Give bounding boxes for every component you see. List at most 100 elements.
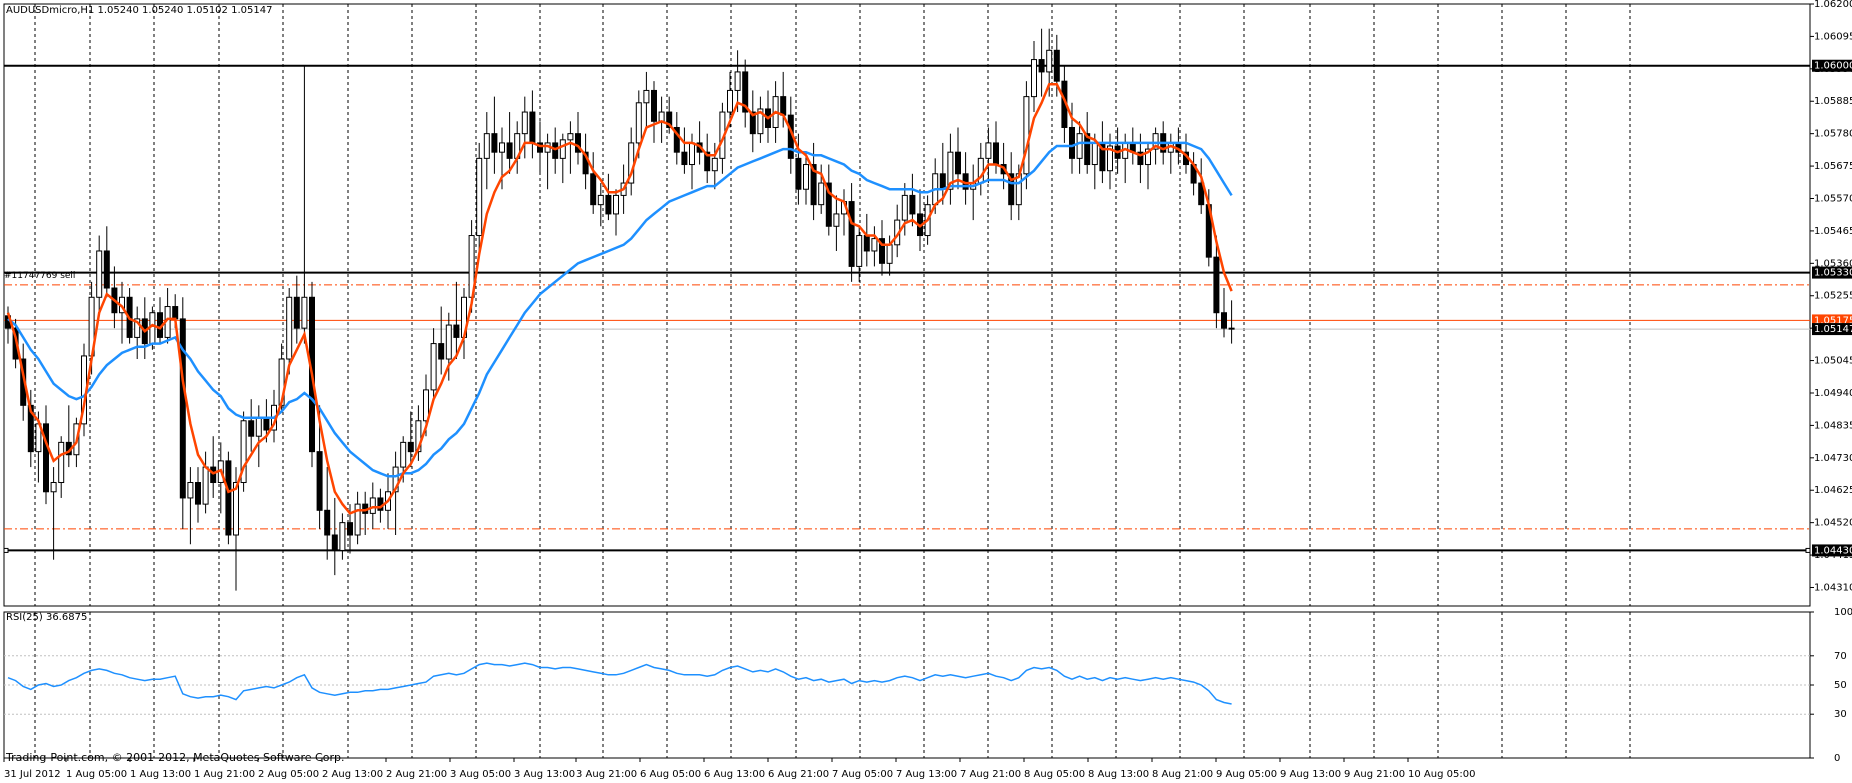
- candle[interactable]: [977, 142, 984, 196]
- candle[interactable]: [848, 183, 855, 282]
- candle[interactable]: [575, 112, 581, 165]
- candle[interactable]: [43, 405, 49, 505]
- candle[interactable]: [240, 411, 247, 492]
- candle[interactable]: [613, 189, 619, 236]
- candle[interactable]: [711, 142, 718, 190]
- horizontal-lines[interactable]: [3, 64, 1811, 553]
- candle[interactable]: [970, 164, 977, 221]
- candle[interactable]: [119, 281, 125, 344]
- candle[interactable]: [803, 152, 809, 205]
- candle[interactable]: [1213, 235, 1220, 329]
- candle[interactable]: [65, 405, 72, 468]
- candle[interactable]: [286, 288, 293, 375]
- candle[interactable]: [195, 467, 201, 523]
- candle[interactable]: [559, 133, 566, 184]
- candle[interactable]: [749, 90, 756, 153]
- candle[interactable]: [491, 96, 498, 174]
- candle[interactable]: [1122, 133, 1129, 184]
- candle[interactable]: [103, 226, 110, 298]
- candle[interactable]: [841, 189, 847, 236]
- candle[interactable]: [255, 405, 262, 468]
- candle[interactable]: [909, 173, 916, 227]
- line-handle[interactable]: [1805, 547, 1811, 553]
- candle[interactable]: [210, 436, 217, 498]
- candle[interactable]: [339, 513, 346, 560]
- candle[interactable]: [871, 226, 878, 267]
- candle[interactable]: [392, 451, 399, 535]
- candle[interactable]: [407, 411, 414, 468]
- candle[interactable]: [461, 288, 467, 360]
- candle[interactable]: [1069, 102, 1075, 174]
- candle[interactable]: [666, 96, 673, 134]
- candle[interactable]: [1198, 158, 1205, 214]
- candle[interactable]: [605, 173, 612, 221]
- candle[interactable]: [301, 65, 308, 344]
- candle[interactable]: [757, 96, 764, 143]
- candle[interactable]: [537, 121, 543, 174]
- candle[interactable]: [1023, 81, 1030, 190]
- candle[interactable]: [293, 275, 300, 344]
- candle[interactable]: [1221, 288, 1227, 338]
- candle[interactable]: [947, 133, 954, 205]
- candle[interactable]: [962, 152, 969, 205]
- candle[interactable]: [704, 133, 711, 184]
- candle[interactable]: [643, 71, 650, 128]
- candle[interactable]: [134, 306, 141, 360]
- candle[interactable]: [225, 451, 232, 545]
- candle[interactable]: [879, 220, 885, 276]
- candle[interactable]: [628, 127, 635, 196]
- candle[interactable]: [567, 121, 574, 174]
- candle[interactable]: [324, 467, 331, 560]
- candle[interactable]: [901, 183, 908, 236]
- candle[interactable]: [453, 281, 460, 360]
- candle[interactable]: [476, 142, 483, 251]
- candle[interactable]: [157, 297, 163, 344]
- candle[interactable]: [96, 235, 103, 313]
- candle[interactable]: [825, 164, 832, 236]
- candle[interactable]: [506, 112, 513, 174]
- candle[interactable]: [1175, 127, 1182, 165]
- candle[interactable]: [917, 189, 923, 251]
- candle[interactable]: [544, 133, 551, 190]
- candle[interactable]: [681, 127, 688, 174]
- candle[interactable]: [696, 121, 703, 165]
- candle[interactable]: [552, 127, 559, 174]
- candle[interactable]: [742, 59, 749, 128]
- candle[interactable]: [590, 152, 597, 214]
- candle[interactable]: [521, 96, 528, 159]
- candle[interactable]: [164, 288, 171, 344]
- candle[interactable]: [597, 183, 604, 227]
- candle[interactable]: [1076, 121, 1083, 174]
- candle[interactable]: [856, 226, 863, 282]
- candle[interactable]: [514, 121, 521, 174]
- candle[interactable]: [248, 399, 255, 452]
- line-handle[interactable]: [3, 547, 9, 553]
- candle[interactable]: [187, 467, 194, 545]
- candle[interactable]: [1129, 127, 1136, 165]
- candle[interactable]: [1137, 133, 1144, 184]
- candle[interactable]: [863, 213, 870, 267]
- candle[interactable]: [50, 467, 57, 560]
- candle[interactable]: [529, 90, 536, 159]
- candle[interactable]: [1031, 41, 1037, 113]
- candle[interactable]: [673, 112, 680, 165]
- candle[interactable]: [1038, 28, 1045, 97]
- candle[interactable]: [1167, 133, 1174, 174]
- candle[interactable]: [438, 306, 445, 375]
- candle[interactable]: [331, 497, 338, 576]
- candle[interactable]: [658, 96, 665, 143]
- candle[interactable]: [1228, 300, 1235, 344]
- candles-layer[interactable]: [5, 28, 1235, 591]
- candle[interactable]: [483, 112, 490, 190]
- candle[interactable]: [833, 195, 840, 251]
- candle[interactable]: [1008, 152, 1015, 221]
- candle[interactable]: [1190, 152, 1197, 196]
- candle[interactable]: [430, 328, 437, 400]
- candle[interactable]: [58, 436, 65, 498]
- candle[interactable]: [415, 405, 422, 461]
- candle[interactable]: [795, 133, 802, 205]
- candle[interactable]: [111, 266, 118, 329]
- candle[interactable]: [354, 491, 361, 545]
- candle[interactable]: [369, 482, 376, 529]
